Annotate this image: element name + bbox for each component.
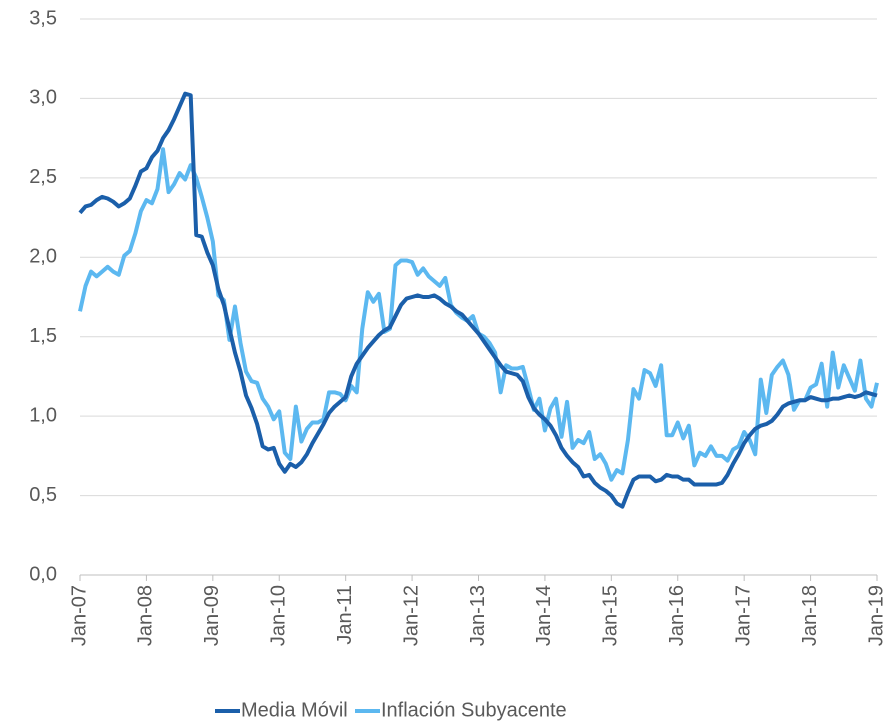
y-tick-label: 1,0: [29, 404, 57, 426]
x-tick-label: Jan-14: [533, 585, 555, 646]
y-tick-label: 3,5: [29, 7, 57, 29]
y-tick-label: 2,0: [29, 246, 57, 268]
x-tick-label: Jan-19: [865, 585, 887, 646]
x-tick-label: Jan-15: [600, 585, 622, 646]
x-tick-label: Jan-07: [68, 585, 90, 646]
x-tick-label: Jan-17: [732, 585, 754, 646]
legend-label: Inflación Subyacente: [381, 699, 567, 721]
x-tick-label: Jan-08: [135, 585, 157, 646]
x-tick-label: Jan-10: [268, 585, 290, 646]
line-series: [78, 91, 878, 509]
x-tick-label: Jan-11: [334, 585, 356, 645]
line-series: [78, 147, 879, 482]
y-tick-label: 3,0: [29, 87, 57, 109]
y-tick-label: 1,5: [29, 325, 57, 347]
y-tick-label: 2,5: [29, 166, 57, 188]
x-tick-label: Jan-09: [201, 585, 223, 646]
y-tick-label: 0,5: [29, 484, 57, 506]
legend-label: Media Móvil: [241, 699, 348, 721]
x-tick-label: Jan-18: [799, 585, 821, 646]
x-tick-label: Jan-12: [400, 585, 422, 646]
x-tick-label: Jan-16: [666, 585, 688, 646]
x-tick-label: Jan-13: [467, 585, 489, 646]
y-tick-label: 0,0: [29, 563, 57, 585]
